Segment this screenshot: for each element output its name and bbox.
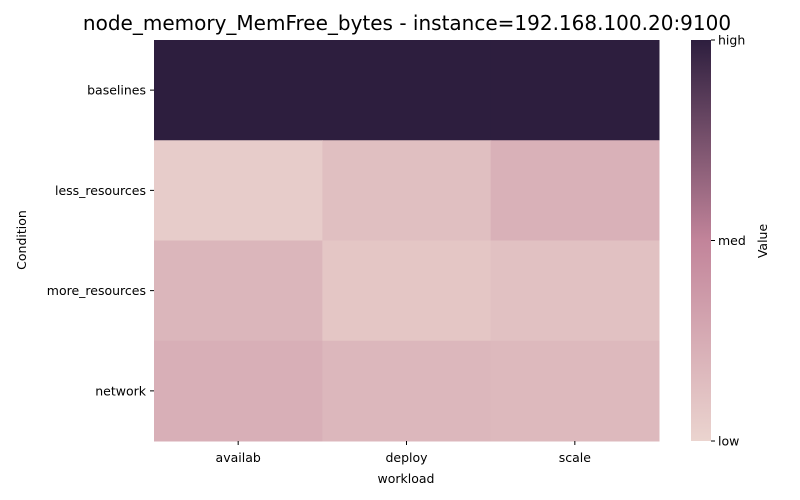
colorbar-label: Value <box>755 224 770 259</box>
heatmap-cell-baselines-scale <box>490 40 660 141</box>
chart-title: node_memory_MemFree_bytes - instance=192… <box>83 11 731 35</box>
heatmap-cell-network-scale <box>490 340 660 442</box>
heatmap-cell-baselines-deploy <box>322 40 492 141</box>
y-axis: baselines less_resources more_resourcesnet… <box>47 83 154 398</box>
heatmap-cells <box>154 40 660 442</box>
heatmap-cell-network-deploy <box>322 340 492 442</box>
y-axis-label: Condition <box>14 210 29 270</box>
x-axis: availab deploy scale <box>216 441 592 465</box>
y-tick-label: network <box>95 383 147 398</box>
heatmap-cell-baselines-availab <box>154 40 323 141</box>
colorbar-tick-label: med <box>718 233 746 248</box>
colorbar-tick-label: low <box>718 434 739 449</box>
x-tick-label: availab <box>216 450 261 465</box>
colorbar-ticks: high med low <box>711 33 746 449</box>
x-tick-label: scale <box>559 450 592 465</box>
y-tick-label: more_resources <box>47 283 146 298</box>
heatmap-cell-less_resources-deploy <box>322 140 492 241</box>
y-tick-label: baselines <box>87 83 146 98</box>
x-axis-label: workload <box>378 471 435 486</box>
heatmap-cell-more_resources-availab <box>154 240 323 342</box>
heatmap-cell-more_resources-deploy <box>322 240 492 342</box>
heatmap-cell-less_resources-scale <box>490 140 660 241</box>
heatmap-cell-more_resources-scale <box>490 240 660 342</box>
x-tick-label: deploy <box>385 450 428 465</box>
heatmap-cell-network-availab <box>154 340 323 442</box>
colorbar <box>691 40 711 441</box>
colorbar-tick-label: high <box>718 33 745 48</box>
y-tick-label: less_resources <box>55 183 146 198</box>
heatmap-cell-less_resources-availab <box>154 140 323 241</box>
